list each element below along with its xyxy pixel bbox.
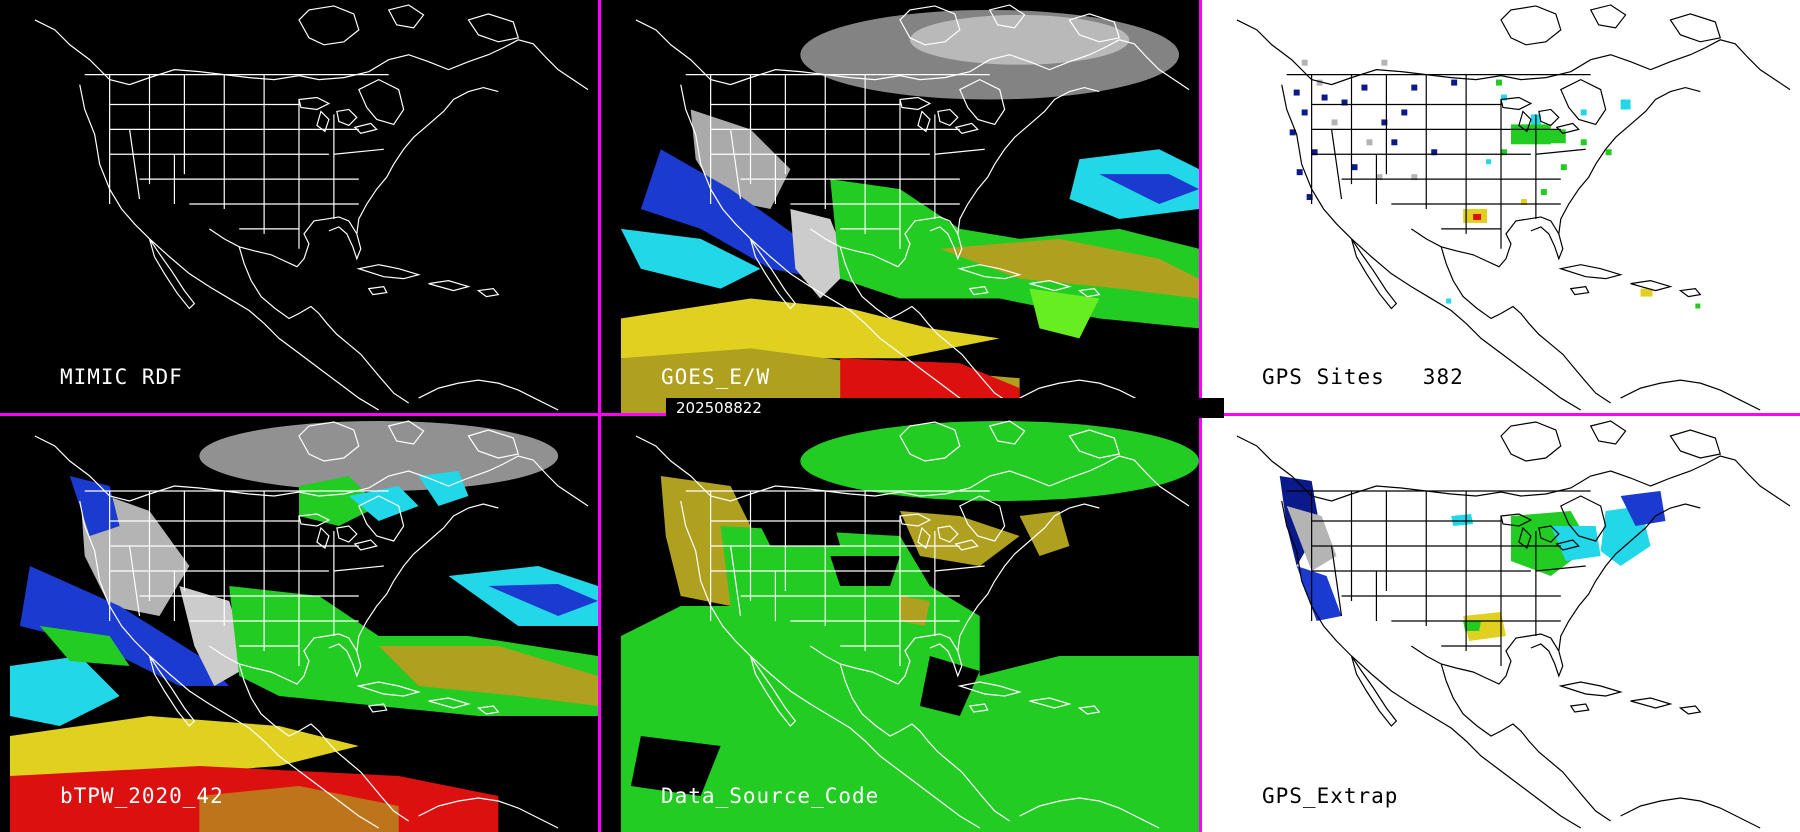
data-source-map (620, 420, 1199, 832)
panel-label: Data_Source_Code (661, 784, 880, 808)
panel-goes: GOES_E/W (601, 0, 1199, 413)
panel-label: bTPW_2020_42 (60, 784, 224, 808)
mimic-map (34, 4, 589, 411)
panel-label: GPS Sites 382 (1262, 365, 1464, 389)
gps-sites-map (1236, 4, 1791, 411)
panel-data-source-code: Data_Source_Code (601, 416, 1199, 832)
panel-label: MIMIC RDF (60, 365, 183, 389)
panel-mimic-rdf: MIMIC RDF (0, 0, 598, 413)
gps-extrap-map (1236, 420, 1791, 829)
goes-map (620, 4, 1199, 413)
panel-label: GPS_Extrap (1262, 784, 1399, 808)
gps-sites-count: 382 (1422, 365, 1464, 389)
panel-gps-sites: GPS Sites 382 (1202, 0, 1800, 413)
timestamp-bar: 202508822 (666, 398, 1224, 418)
btpw-map (9, 420, 598, 832)
gps-sites-label: GPS Sites (1262, 365, 1385, 389)
panel-label: GOES_E/W (661, 365, 771, 389)
panel-btpw: bTPW_2020_42 (0, 416, 598, 832)
panel-gps-extrap: GPS_Extrap (1202, 416, 1800, 832)
